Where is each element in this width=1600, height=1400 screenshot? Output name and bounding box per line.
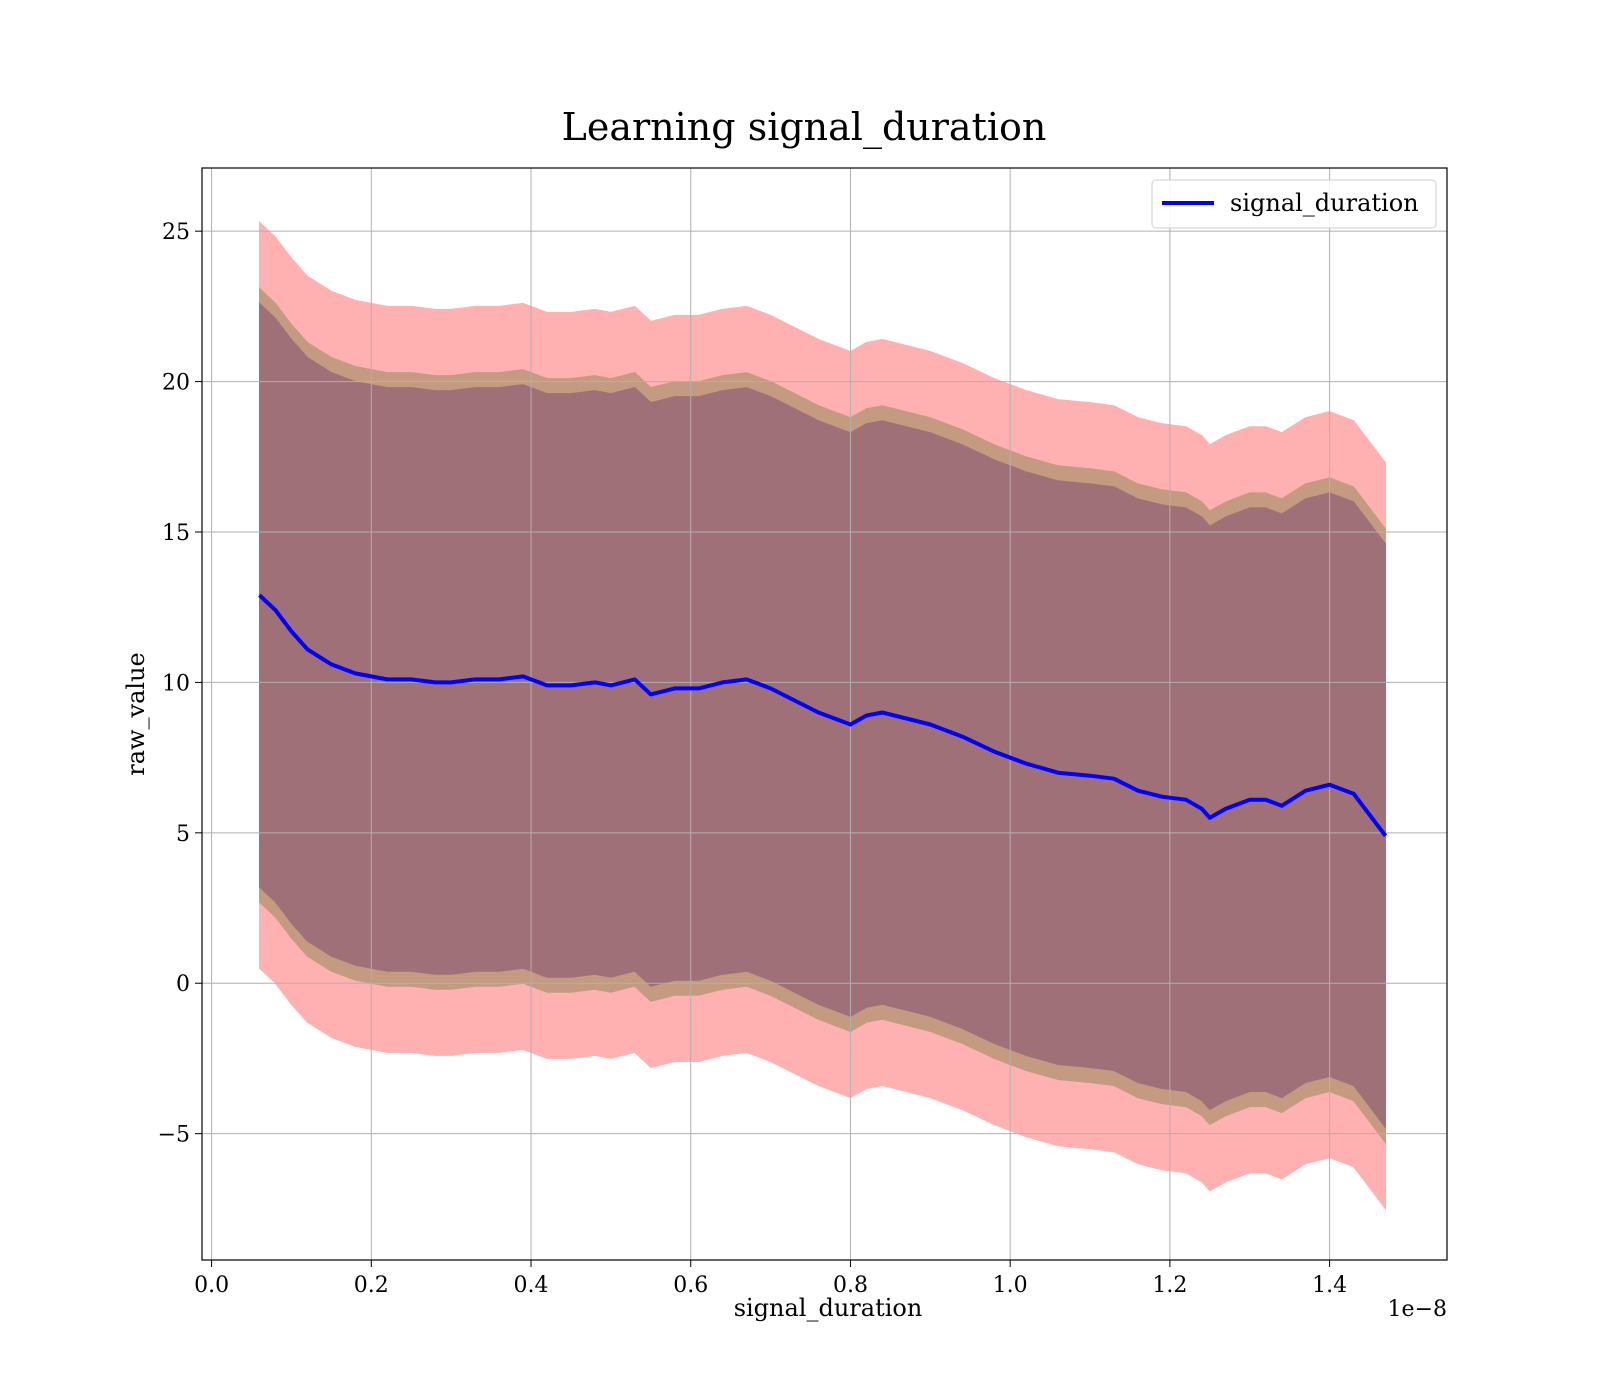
x-tick-label: 1.4 [1312, 1273, 1347, 1298]
legend: signal_duration [1151, 179, 1437, 229]
y-tick-label: 25 [162, 220, 190, 245]
y-axis-ticks: −5 0 5 10 15 20 25 [158, 220, 202, 1148]
chart-title: Learning signal_duration [562, 105, 1047, 150]
plot-frame [201, 167, 1448, 1261]
x-tick-label: 0.4 [514, 1273, 549, 1298]
y-tick-label: 10 [162, 671, 190, 696]
x-tick-label: 0.2 [354, 1273, 389, 1298]
grid-lines [202, 168, 1447, 1260]
x-tick-label: 0.6 [673, 1273, 708, 1298]
x-axis-offset-label: 1e−8 [1388, 1297, 1447, 1322]
y-tick-label: 15 [162, 521, 190, 546]
series-lines [258, 593, 1388, 838]
legend-entry-signal-duration: signal_duration [1230, 189, 1419, 217]
y-tick-label: 5 [176, 822, 190, 847]
x-axis-label: signal_duration [734, 1294, 923, 1322]
x-axis-ticks: 0.0 0.2 0.4 0.6 0.8 1.0 1.2 1.4 [194, 1260, 1347, 1298]
y-tick-label: 20 [162, 371, 190, 396]
x-tick-label: 1.0 [993, 1273, 1028, 1298]
x-tick-label: 0.0 [194, 1273, 229, 1298]
legend-box [1151, 179, 1437, 229]
y-axis-label: raw_value [122, 652, 150, 776]
y-tick-label: 0 [176, 972, 190, 997]
series-line-signal-duration [258, 593, 1388, 838]
y-tick-label: −5 [158, 1123, 190, 1148]
x-tick-label: 1.2 [1152, 1273, 1187, 1298]
x-tick-label: 0.8 [833, 1273, 868, 1298]
plot-area [201, 167, 1448, 1261]
